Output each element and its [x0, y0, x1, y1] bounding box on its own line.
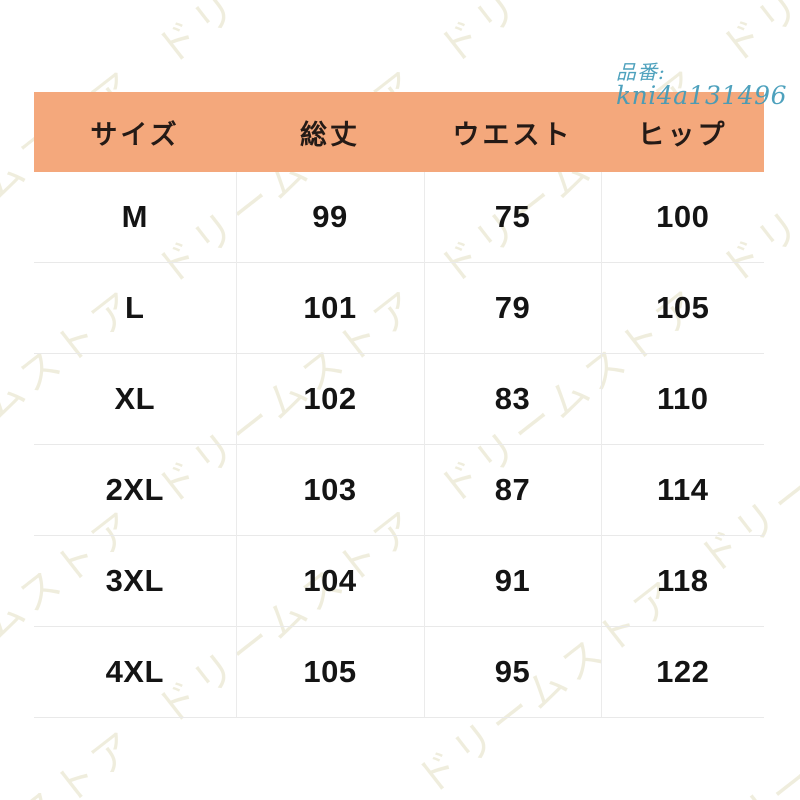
cell-hip: 114 — [601, 444, 764, 536]
cell-size: L — [34, 262, 237, 354]
table-row: 4XL 105 95 122 — [34, 626, 764, 718]
cell-total-length: 103 — [236, 444, 425, 536]
cell-waist: 75 — [424, 172, 602, 263]
column-header-size: サイズ — [34, 92, 236, 172]
cell-waist: 95 — [424, 626, 602, 718]
header-row: サイズ 総丈 ウエスト ヒップ — [34, 92, 764, 172]
cell-total-length: 101 — [236, 262, 425, 354]
cell-waist: 91 — [424, 535, 602, 627]
cell-total-length: 102 — [236, 353, 425, 445]
cell-total-length: 99 — [236, 172, 425, 263]
cell-hip: 100 — [656, 199, 710, 234]
table-row: 2XL 103 87 114 — [34, 444, 764, 536]
column-header-waist: ウエスト — [424, 92, 601, 172]
size-chart-header: サイズ 総丈 ウエスト ヒップ — [34, 92, 764, 172]
table-row: XL 102 83 110 — [34, 353, 764, 445]
column-header-hip: ヒップ — [601, 92, 764, 172]
cell-hip: 118 — [601, 535, 764, 627]
cell-hip: 110 — [601, 353, 764, 445]
cell-waist: 87 — [424, 444, 602, 536]
cell-hip: 105 — [601, 262, 764, 354]
table-row: M 99 75 100 — [34, 172, 764, 263]
table-row: L 101 79 105 — [34, 262, 764, 354]
size-chart-table: サイズ 総丈 ウエスト ヒップ M 99 75 100 L 101 79 105… — [34, 92, 764, 718]
cell-waist: 83 — [424, 353, 602, 445]
column-header-total-length: 総丈 — [236, 92, 424, 172]
table-row: 3XL 104 91 118 — [34, 535, 764, 627]
cell-size: XL — [34, 353, 237, 445]
cell-size: M — [34, 172, 237, 263]
cell-size: 3XL — [34, 535, 237, 627]
cell-total-length: 104 — [236, 535, 425, 627]
product-code-label: 品番: — [616, 60, 666, 84]
size-chart-body: M 99 75 100 L 101 79 105 XL 102 83 110 2… — [34, 172, 764, 718]
cell-total-length: 105 — [236, 626, 425, 718]
cell-size: 2XL — [34, 444, 237, 536]
cell-size: 4XL — [34, 626, 237, 718]
cell-waist: 79 — [424, 262, 602, 354]
cell-hip: 122 — [601, 626, 764, 718]
